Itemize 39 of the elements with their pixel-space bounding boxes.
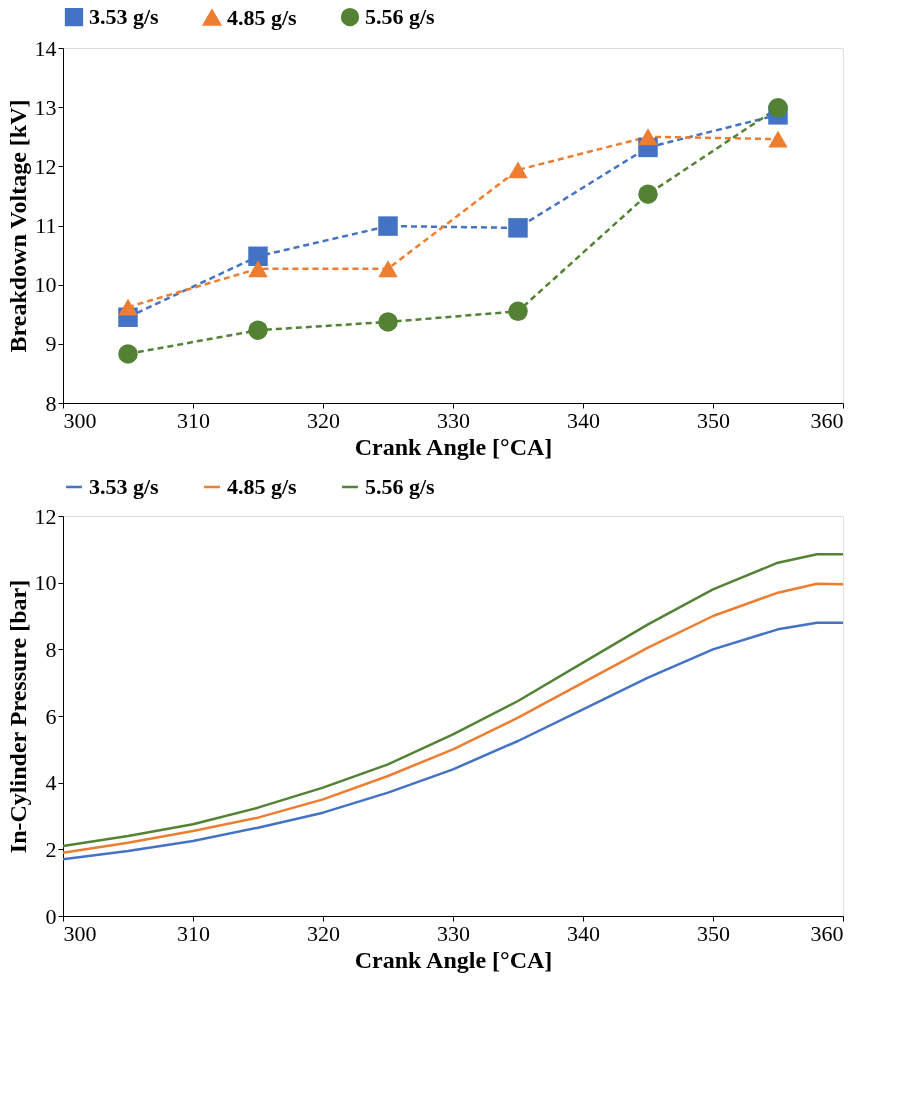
x-tick-label: 300 bbox=[63, 407, 97, 433]
y-axis-title: In-Cylinder Pressure [bar] bbox=[4, 579, 31, 854]
y-tick-label: 2 bbox=[45, 836, 57, 862]
legend-label: 3.53 g/s bbox=[89, 474, 160, 499]
legend-label: 5.56 g/s bbox=[365, 474, 436, 499]
legend-label: 5.56 g/s bbox=[365, 4, 436, 30]
y-tick-label: 9 bbox=[45, 331, 57, 357]
x-tick-label: 350 bbox=[697, 920, 730, 946]
y-tick-label: 11 bbox=[35, 213, 57, 238]
x-tick-label: 340 bbox=[567, 920, 600, 946]
line-series bbox=[61, 621, 845, 861]
x-tick-label: 330 bbox=[437, 920, 470, 946]
y-tick-label: 10 bbox=[34, 272, 57, 298]
x-tick-label: 330 bbox=[437, 407, 470, 433]
x-tick-label: 340 bbox=[567, 407, 600, 433]
y-tick-label: 0 bbox=[45, 903, 57, 929]
x-tick-label: 360 bbox=[810, 920, 844, 946]
legend-label: 4.85 g/s bbox=[227, 4, 298, 30]
y-axis-title: Breakdown Voltage [kV] bbox=[4, 99, 31, 353]
y-tick-label: 12 bbox=[34, 503, 57, 529]
y-tick-label: 12 bbox=[34, 153, 57, 179]
x-tick-label: 320 bbox=[307, 920, 340, 946]
y-tick-label: 4 bbox=[45, 770, 57, 796]
y-tick-label: 8 bbox=[45, 636, 57, 662]
y-tick-label: 14 bbox=[34, 35, 57, 61]
x-tick-label: 320 bbox=[307, 407, 340, 433]
x-tick-label: 300 bbox=[63, 920, 97, 946]
x-tick-label: 350 bbox=[697, 407, 730, 433]
x-tick-label: 310 bbox=[177, 407, 210, 433]
x-axis-title: Crank Angle [°CA] bbox=[354, 433, 553, 460]
y-tick-label: 8 bbox=[45, 390, 57, 416]
x-tick-label: 310 bbox=[177, 920, 210, 946]
x-axis-title: Crank Angle [°CA] bbox=[354, 946, 553, 973]
y-tick-label: 6 bbox=[45, 703, 57, 729]
legend-label: 3.53 g/s bbox=[89, 4, 160, 30]
y-tick-label: 10 bbox=[34, 570, 57, 596]
legend-label: 4.85 g/s bbox=[227, 474, 298, 499]
x-tick-label: 360 bbox=[810, 407, 844, 433]
y-tick-label: 13 bbox=[34, 94, 57, 120]
